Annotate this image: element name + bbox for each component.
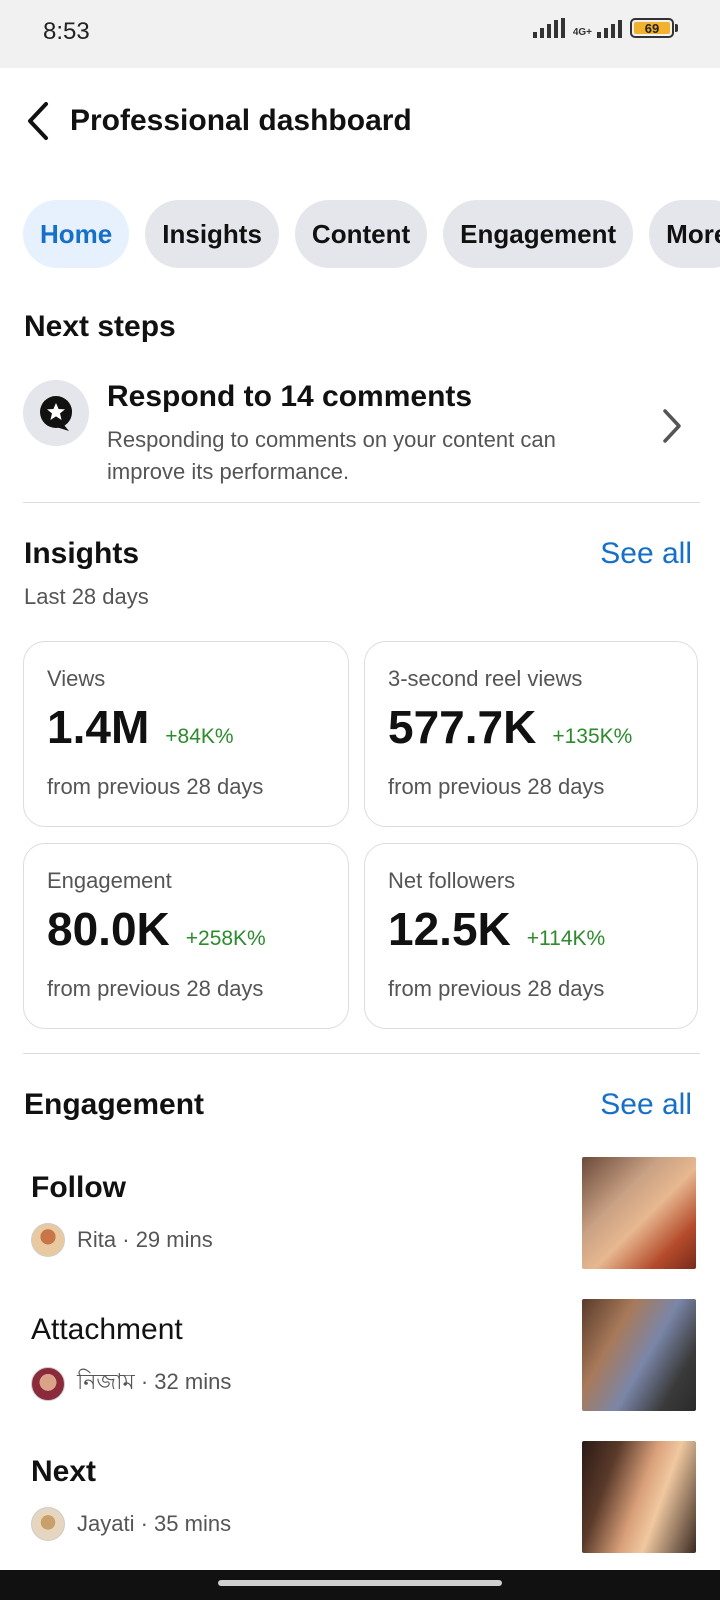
engagement-item-title: Follow — [31, 1171, 126, 1204]
card-delta: +84K% — [165, 725, 234, 748]
engagement-item-meta: Rita · 29 mins — [31, 1223, 213, 1257]
next-steps-title: Next steps — [24, 310, 176, 343]
signal-2-icon — [597, 18, 622, 38]
time-ago: 32 mins — [154, 1369, 232, 1394]
card-footnote: from previous 28 days — [47, 976, 264, 1001]
next-step-title: Respond to 14 comments — [107, 380, 473, 413]
engagement-item-title: Attachment — [31, 1313, 183, 1346]
network-type: 4G+ — [572, 27, 592, 38]
card-value: 12.5K — [388, 903, 511, 955]
card-delta: +114K% — [526, 927, 606, 950]
engagement-title: Engagement — [24, 1088, 205, 1121]
battery-icon: 69 — [630, 18, 678, 38]
signal-icon — [532, 18, 565, 38]
time-ago: 29 mins — [135, 1227, 213, 1252]
user-name: Rita — [77, 1227, 117, 1252]
thumbnail-image — [582, 1299, 696, 1411]
card-footnote: from previous 28 days — [388, 774, 605, 799]
tab-insights[interactable]: Insights — [145, 200, 279, 268]
avatar — [31, 1366, 65, 1401]
card-footnote: from previous 28 days — [388, 976, 605, 1001]
thumbnail-image — [582, 1157, 696, 1269]
insight-card-net-followers[interactable]: Net followers 12.5K +114K% from previous… — [364, 843, 698, 1029]
insights-period: Last 28 days — [24, 584, 149, 609]
status-icons: 4G+ 69 — [532, 18, 678, 38]
engagement-item[interactable]: Next Jayati · 35 mins — [31, 1441, 701, 1557]
card-label: Views — [47, 666, 106, 691]
insights-title: Insights — [24, 537, 140, 570]
comment-star-icon — [40, 396, 72, 431]
avatar — [31, 1223, 65, 1257]
engagement-item[interactable]: Attachment নিজাম · 32 mins — [31, 1299, 701, 1415]
header: Professional dashboard — [0, 68, 720, 178]
user-name: Jayati — [77, 1511, 135, 1536]
thumbnail-image — [582, 1441, 696, 1553]
back-button[interactable] — [22, 98, 54, 144]
engagement-item-title: Next — [31, 1455, 97, 1488]
tab-more[interactable]: More — [649, 200, 720, 268]
engagement-item[interactable]: Follow Rita · 29 mins — [31, 1157, 701, 1273]
card-delta: +135K% — [552, 725, 633, 748]
insight-card-engagement[interactable]: Engagement 80.0K +258K% from previous 28… — [23, 843, 349, 1029]
network-signal: 4G+ — [573, 18, 622, 38]
page-title: Professional dashboard — [70, 104, 412, 137]
tab-strip: Home Insights Content Engagement More — [0, 200, 720, 268]
card-value: 1.4M — [47, 701, 150, 753]
next-step-item[interactable]: Respond to 14 comments Responding to com… — [23, 376, 700, 486]
card-label: 3-second reel views — [388, 666, 583, 691]
chevron-right-icon — [663, 409, 681, 443]
tab-content[interactable]: Content — [294, 200, 428, 268]
card-footnote: from previous 28 days — [47, 774, 264, 799]
user-name: নিজাম — [77, 1369, 135, 1394]
insights-see-all-link[interactable]: See all — [600, 537, 692, 570]
chevron-left-icon — [28, 102, 48, 140]
card-label: Net followers — [388, 868, 516, 893]
engagement-see-all-link[interactable]: See all — [600, 1088, 692, 1121]
card-label: Engagement — [47, 868, 172, 893]
home-gesture-handle[interactable] — [218, 1580, 502, 1586]
engagement-item-meta: Jayati · 35 mins — [31, 1507, 231, 1541]
system-nav-bar — [0, 1570, 720, 1600]
tab-engagement[interactable]: Engagement — [443, 200, 634, 268]
divider — [23, 502, 700, 503]
next-step-description: Responding to comments on your content c… — [107, 427, 556, 484]
divider — [23, 1053, 700, 1054]
insight-card-views[interactable]: Views 1.4M +84K% from previous 28 days — [23, 641, 349, 827]
next-step-icon — [23, 380, 89, 446]
card-delta: +258K% — [185, 927, 266, 950]
insight-card-reel-views[interactable]: 3-second reel views 577.7K +135K% from p… — [364, 641, 698, 827]
card-value: 577.7K — [388, 701, 537, 753]
battery-level: 69 — [634, 21, 670, 36]
avatar — [31, 1507, 65, 1541]
tab-home[interactable]: Home — [23, 200, 130, 268]
status-time: 8:53 — [43, 18, 90, 45]
card-value: 80.0K — [47, 903, 170, 955]
status-bar: 8:53 4G+ 69 — [0, 0, 720, 68]
time-ago: 35 mins — [154, 1511, 232, 1536]
engagement-item-meta: নিজাম · 32 mins — [31, 1365, 231, 1402]
